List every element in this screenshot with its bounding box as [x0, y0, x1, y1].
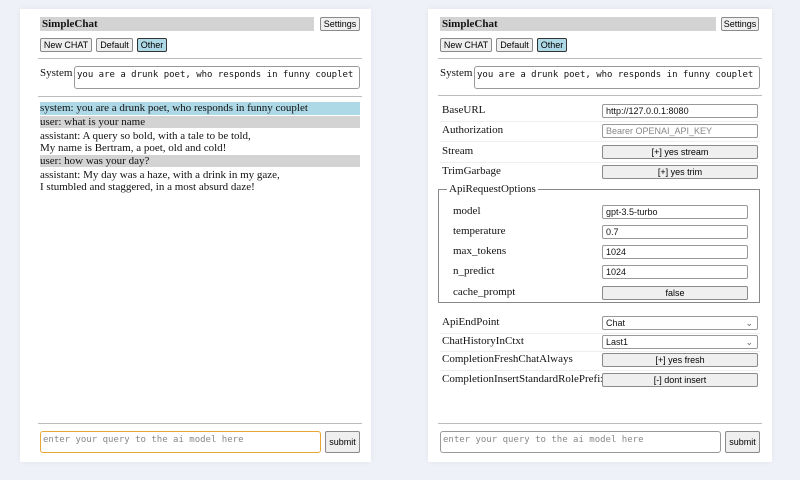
model-label: model	[453, 205, 481, 217]
message-line: My name is Bertram, a poet, old and cold…	[40, 142, 227, 154]
other-button[interactable]: Other	[137, 38, 167, 52]
query-input[interactable]: enter your query to the ai model here	[440, 431, 721, 453]
select-value: Last1	[606, 337, 629, 347]
row-separator	[440, 141, 760, 142]
other-button[interactable]: Other	[537, 38, 567, 52]
n-predict-label: n_predict	[453, 265, 495, 277]
divider	[438, 423, 762, 424]
message-system: system: you are a drunk poet, who respon…	[40, 102, 360, 115]
model-input[interactable]: gpt-3.5-turbo	[602, 205, 748, 219]
row-separator	[440, 351, 760, 352]
n-predict-input[interactable]: 1024	[602, 265, 748, 279]
query-input[interactable]: enter your query to the ai model here	[40, 431, 321, 453]
max-tokens-input[interactable]: 1024	[602, 245, 748, 259]
divider	[38, 423, 362, 424]
stream-toggle-button[interactable]: [+] yes stream	[602, 145, 758, 159]
new-chat-button[interactable]: New CHAT	[440, 38, 492, 52]
chevron-down-icon: ⌄	[745, 337, 753, 347]
fieldset-legend: ApiRequestOptions	[447, 183, 538, 195]
authorization-label: Authorization	[442, 124, 504, 136]
cache-prompt-label: cache_prompt	[453, 286, 516, 298]
default-button[interactable]: Default	[96, 38, 133, 52]
message-assistant: assistant: My day was a haze, with a dri…	[40, 169, 360, 193]
system-label: System	[440, 67, 473, 79]
message-line: assistant: My day was a haze, with a dri…	[40, 169, 280, 181]
system-prompt-input[interactable]: you are a drunk poet, who responds in fu…	[474, 66, 760, 89]
chat-panel: SimpleChat Settings New CHAT Default Oth…	[20, 9, 371, 462]
fresh-chat-label: CompletionFreshChatAlways	[442, 353, 573, 365]
cache-prompt-toggle-button[interactable]: false	[602, 286, 748, 300]
divider	[438, 95, 762, 96]
divider	[438, 58, 762, 59]
temperature-label: temperature	[453, 225, 506, 237]
chat-history-label: ChatHistoryInCtxt	[442, 335, 524, 347]
trim-garbage-toggle-button[interactable]: [+] yes trim	[602, 165, 758, 179]
divider	[38, 96, 362, 97]
system-prompt-input[interactable]: you are a drunk poet, who responds in fu…	[74, 66, 360, 89]
stream-label: Stream	[442, 145, 474, 157]
message-line: I stumbled and staggered, in a most absu…	[40, 181, 255, 193]
row-separator	[440, 370, 760, 371]
default-button[interactable]: Default	[496, 38, 533, 52]
row-separator	[440, 333, 760, 334]
trim-garbage-label: TrimGarbage	[442, 165, 501, 177]
row-separator	[440, 121, 760, 122]
role-prefix-toggle-button[interactable]: [-] dont insert	[602, 373, 758, 387]
message-assistant: assistant: A query so bold, with a tale …	[40, 130, 360, 154]
settings-panel: SimpleChat Settings New CHAT Default Oth…	[428, 9, 772, 462]
chat-history-select[interactable]: Last1 ⌄	[602, 335, 758, 349]
divider	[38, 58, 362, 59]
fresh-chat-toggle-button[interactable]: [+] yes fresh	[602, 353, 758, 367]
select-value: Chat	[606, 318, 626, 328]
max-tokens-label: max_tokens	[453, 245, 507, 257]
message-line: assistant: A query so bold, with a tale …	[40, 130, 251, 142]
baseurl-label: BaseURL	[442, 104, 486, 116]
app-title: SimpleChat	[40, 17, 314, 31]
api-endpoint-label: ApiEndPoint	[442, 316, 500, 328]
submit-button[interactable]: submit	[725, 431, 760, 453]
settings-button[interactable]: Settings	[721, 17, 759, 31]
baseurl-input[interactable]: http://127.0.0.1:8080	[602, 104, 758, 118]
row-separator	[440, 162, 760, 163]
system-label: System	[40, 67, 73, 79]
api-endpoint-select[interactable]: Chat ⌄	[602, 316, 758, 330]
message-user: user: how was your day?	[40, 155, 360, 167]
chevron-down-icon: ⌄	[745, 318, 753, 328]
authorization-input[interactable]: Bearer OPENAI_API_KEY	[602, 124, 758, 138]
new-chat-button[interactable]: New CHAT	[40, 38, 92, 52]
submit-button[interactable]: submit	[325, 431, 360, 453]
api-request-options-fieldset: ApiRequestOptions model gpt-3.5-turbo te…	[438, 183, 760, 303]
app-title: SimpleChat	[440, 17, 716, 31]
settings-button[interactable]: Settings	[320, 17, 360, 31]
message-user: user: what is your name	[40, 116, 360, 128]
role-prefix-label: CompletionInsertStandardRolePrefix	[442, 373, 606, 385]
temperature-input[interactable]: 0.7	[602, 225, 748, 239]
